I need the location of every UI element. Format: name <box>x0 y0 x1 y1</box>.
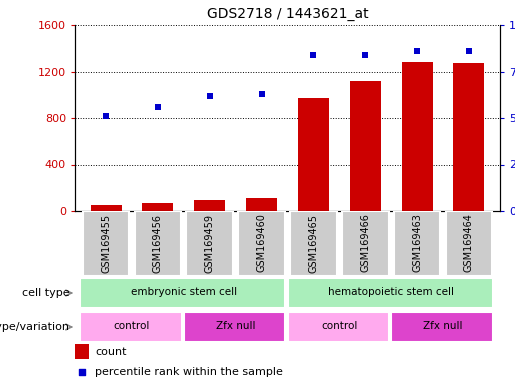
Point <box>413 48 421 54</box>
Bar <box>91 205 122 211</box>
Point <box>102 113 110 119</box>
Bar <box>75 344 89 359</box>
Bar <box>238 211 285 276</box>
Bar <box>394 211 440 276</box>
Bar <box>246 198 277 211</box>
Bar <box>453 63 485 211</box>
Bar <box>134 211 181 276</box>
Text: cell type: cell type <box>22 288 70 298</box>
Point <box>310 52 318 58</box>
Text: count: count <box>95 347 127 357</box>
Point <box>78 369 86 375</box>
Text: Zfx null: Zfx null <box>423 321 463 331</box>
Text: control: control <box>114 321 150 331</box>
Text: GSM169466: GSM169466 <box>360 214 370 273</box>
Title: GDS2718 / 1443621_at: GDS2718 / 1443621_at <box>207 7 368 21</box>
Bar <box>142 203 174 211</box>
Text: GSM169463: GSM169463 <box>412 214 422 273</box>
Text: GSM169459: GSM169459 <box>205 214 215 273</box>
Text: genotype/variation: genotype/variation <box>0 322 70 332</box>
Bar <box>350 81 381 211</box>
Bar <box>194 200 225 211</box>
Bar <box>80 312 182 342</box>
Bar <box>287 278 493 308</box>
Text: Zfx null: Zfx null <box>216 321 255 331</box>
Bar <box>402 62 433 211</box>
Text: embryonic stem cell: embryonic stem cell <box>131 287 237 297</box>
Bar <box>290 211 337 276</box>
Point <box>361 52 369 58</box>
Bar <box>342 211 388 276</box>
Text: percentile rank within the sample: percentile rank within the sample <box>95 367 283 377</box>
Bar <box>298 98 329 211</box>
Text: hematopoietic stem cell: hematopoietic stem cell <box>328 287 454 297</box>
Bar <box>445 211 492 276</box>
Point <box>154 104 162 110</box>
Point <box>205 93 214 99</box>
Text: GSM169465: GSM169465 <box>308 214 318 273</box>
Bar <box>186 211 233 276</box>
Text: control: control <box>321 321 357 331</box>
Bar <box>287 312 389 342</box>
Text: GSM169460: GSM169460 <box>256 214 267 273</box>
Point <box>465 48 473 54</box>
Bar <box>83 211 129 276</box>
Text: GSM169455: GSM169455 <box>101 214 111 273</box>
Bar <box>80 278 285 308</box>
Text: GSM169456: GSM169456 <box>153 214 163 273</box>
Bar <box>391 312 493 342</box>
Text: GSM169464: GSM169464 <box>464 214 474 273</box>
Bar <box>184 312 285 342</box>
Point <box>258 91 266 97</box>
